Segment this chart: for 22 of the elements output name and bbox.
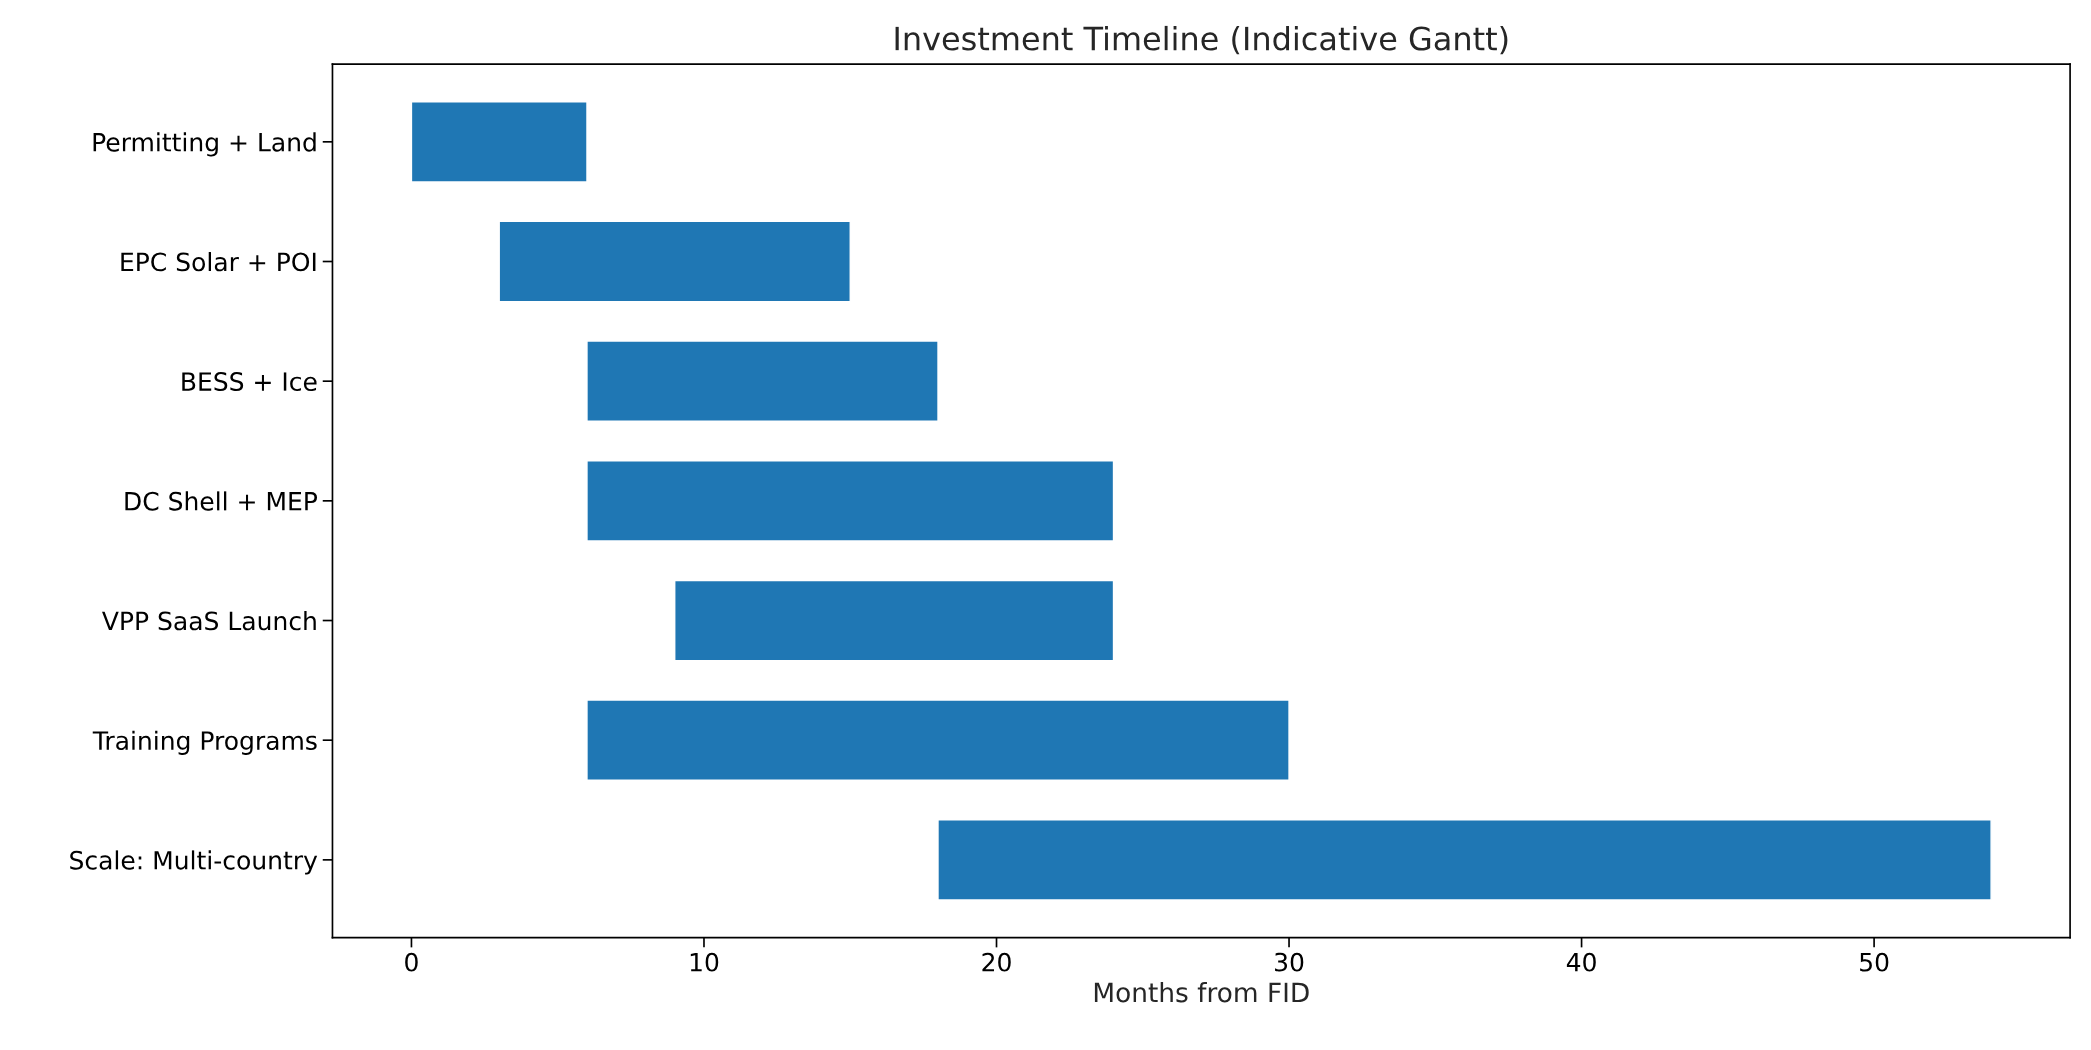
x-tick-label: 50 <box>1860 952 1889 972</box>
y-tick-label: Permitting + Land <box>93 132 316 157</box>
bar <box>410 101 588 183</box>
bar <box>937 819 1992 901</box>
bar <box>674 579 1115 662</box>
x-tick-label: 30 <box>1275 952 1304 972</box>
y-tick-label: BESS + Ice <box>182 372 317 392</box>
chart-title: Investment Timeline (Indicative Gantt) <box>895 25 1508 55</box>
y-tick-label: VPP SaaS Launch <box>102 611 316 631</box>
y-tick-label: Scale: Multi-country <box>70 850 318 875</box>
x-tick-label: 20 <box>982 952 1011 972</box>
x-tick-label: 0 <box>405 952 418 972</box>
y-tick-label: DC Shell + MEP <box>125 491 318 511</box>
x-tick-label: 10 <box>690 952 719 972</box>
y-tick-label: EPC Solar + POI <box>121 252 316 272</box>
x-tick-label: 40 <box>1566 952 1596 972</box>
bar <box>586 699 1290 781</box>
bar <box>586 340 939 422</box>
x-axis-title: Months from FID <box>1094 981 1309 1003</box>
bar <box>586 460 1115 542</box>
y-tick-label: Training Programs <box>92 730 317 755</box>
bar <box>498 220 851 303</box>
